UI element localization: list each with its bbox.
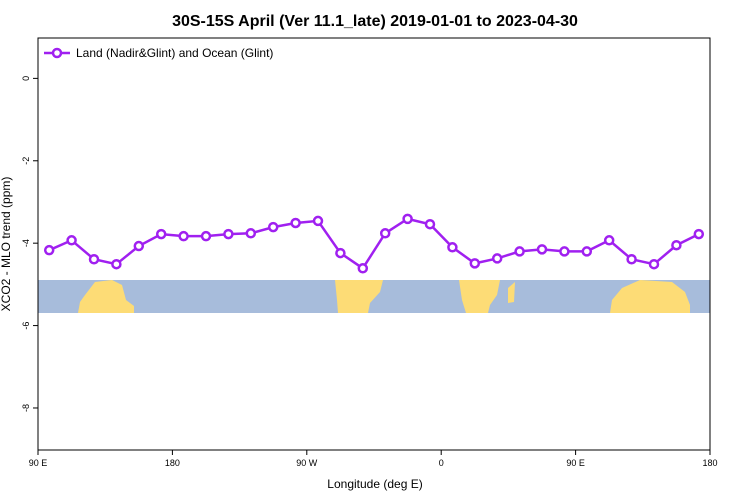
y-tick-label: -2 — [21, 157, 31, 165]
x-tick-label: 180 — [702, 458, 717, 468]
point — [223, 228, 234, 240]
y-axis-label: XCO2 - MLO trend (ppm) — [0, 177, 13, 312]
point — [648, 258, 660, 270]
point — [469, 258, 481, 269]
point — [111, 258, 122, 270]
map-strip — [38, 280, 710, 313]
point — [603, 235, 615, 246]
plot-frame — [37, 37, 711, 451]
point — [357, 263, 369, 274]
point — [626, 253, 637, 265]
point — [200, 230, 212, 242]
point — [491, 253, 503, 264]
point — [559, 246, 570, 257]
point — [693, 228, 705, 240]
point — [133, 240, 145, 252]
point — [245, 228, 257, 239]
y-tick-label: -8 — [21, 404, 31, 412]
point — [514, 246, 525, 257]
point — [402, 213, 413, 225]
x-tick-label: 90 E — [29, 458, 48, 468]
point — [424, 218, 436, 230]
point — [581, 246, 593, 257]
y-tick-label: -6 — [21, 322, 31, 330]
point — [155, 228, 167, 240]
point — [312, 215, 324, 227]
legend-label: Land (Nadir&Glint) and Ocean (Glint) — [76, 46, 273, 60]
y-tick-label: 0 — [21, 76, 31, 81]
point — [335, 247, 346, 259]
point — [290, 217, 301, 229]
y-tick-label: -4 — [21, 239, 31, 247]
x-axis-label: Longitude (deg E) — [327, 477, 422, 491]
x-tick-label: 90 W — [296, 458, 318, 468]
series-line — [48, 217, 700, 271]
x-tick-label: 90 E — [566, 458, 585, 468]
legend-marker — [51, 47, 63, 59]
point — [43, 244, 55, 256]
point — [66, 235, 77, 246]
chart-title: 30S-15S April (Ver 11.1_late) 2019-01-01… — [172, 13, 578, 30]
point — [671, 239, 682, 251]
point — [88, 253, 100, 265]
point — [379, 228, 391, 239]
x-tick-label: 180 — [165, 458, 180, 468]
point — [267, 221, 279, 233]
point — [447, 242, 458, 253]
x-tick-label: 0 — [439, 458, 444, 468]
point — [536, 244, 548, 255]
point — [178, 230, 189, 242]
